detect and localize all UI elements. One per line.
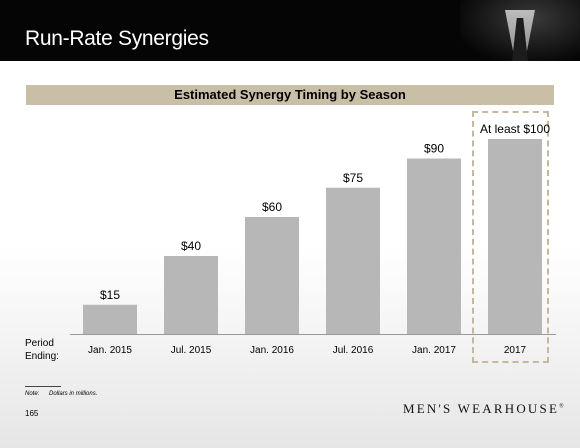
header-bar: Run-Rate Synergies bbox=[0, 0, 580, 61]
period-label-line2: Ending: bbox=[25, 351, 59, 362]
page-title: Run-Rate Synergies bbox=[25, 27, 209, 50]
x-axis-line bbox=[70, 334, 556, 335]
x-tick-label: Jan. 2017 bbox=[412, 345, 456, 356]
x-tick-label: Jul. 2016 bbox=[333, 345, 374, 356]
footnote-label: Note: bbox=[25, 391, 40, 397]
brand-logo-text: MEN'S WEARHOUSE bbox=[403, 401, 560, 416]
bar bbox=[407, 158, 461, 334]
registered-mark: ® bbox=[559, 403, 564, 410]
chart-title-banner: Estimated Synergy Timing by Season bbox=[26, 85, 554, 105]
bar bbox=[83, 304, 137, 334]
brand-logo: MEN'S WEARHOUSE® bbox=[403, 401, 564, 417]
bar-data-label: $90 bbox=[424, 142, 444, 156]
x-tick-label: Jan. 2016 bbox=[250, 345, 294, 356]
x-tick-label: 2017 bbox=[504, 345, 527, 356]
page-number: 165 bbox=[25, 409, 39, 418]
bar-data-label: $15 bbox=[100, 288, 120, 302]
footnote-text: Dollars in millions. bbox=[49, 391, 98, 397]
period-label-line1: Period bbox=[25, 338, 54, 349]
bar bbox=[326, 187, 380, 334]
x-tick-label: Jul. 2015 bbox=[171, 345, 212, 356]
x-tick-label: Jan. 2015 bbox=[88, 345, 132, 356]
bar-data-label: $40 bbox=[181, 239, 201, 253]
bar bbox=[488, 139, 542, 334]
bar-data-label: $60 bbox=[262, 200, 282, 214]
note-divider bbox=[25, 386, 61, 387]
footnote: Note: Dollars in millions. bbox=[25, 391, 97, 397]
highlight-box bbox=[472, 111, 549, 363]
header-photo bbox=[460, 0, 580, 61]
bar-data-label: $75 bbox=[343, 171, 363, 185]
bar bbox=[245, 217, 299, 334]
bar bbox=[164, 256, 218, 334]
period-ending-label: Period Ending: bbox=[25, 337, 59, 363]
bar-data-label: At least $100 bbox=[480, 122, 550, 136]
tie-shape bbox=[512, 18, 528, 61]
